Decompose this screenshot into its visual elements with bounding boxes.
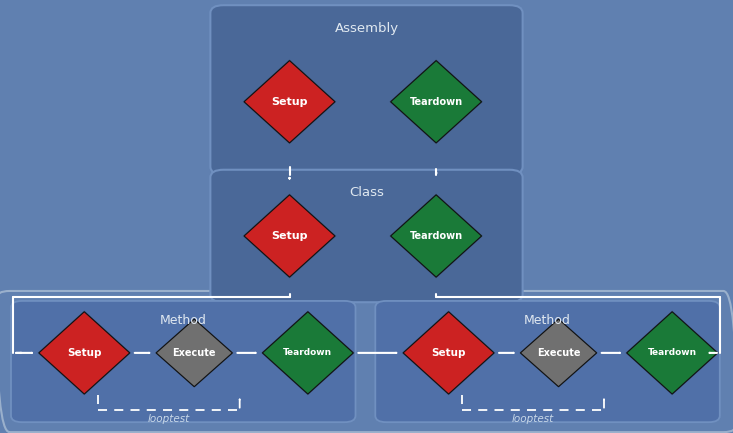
Text: Assembly: Assembly [334,22,399,35]
Text: looptest: looptest [512,414,554,424]
Polygon shape [261,310,355,395]
Text: Execute: Execute [172,348,216,358]
Polygon shape [402,310,496,395]
Polygon shape [520,319,597,387]
Polygon shape [625,310,719,395]
Text: Teardown: Teardown [283,349,333,357]
Polygon shape [627,312,718,394]
Polygon shape [262,312,353,394]
FancyBboxPatch shape [11,301,356,422]
Text: Class: Class [349,186,384,199]
Polygon shape [389,59,483,144]
FancyBboxPatch shape [210,5,523,174]
Polygon shape [403,312,494,394]
Text: looptest: looptest [147,414,190,424]
Polygon shape [155,318,234,388]
Text: Method: Method [524,314,571,327]
Polygon shape [519,318,598,388]
Text: Setup: Setup [271,231,308,241]
Polygon shape [391,61,482,143]
Polygon shape [244,61,335,143]
Polygon shape [389,194,483,278]
Polygon shape [156,319,232,387]
Text: Setup: Setup [67,348,102,358]
FancyBboxPatch shape [210,170,523,302]
Polygon shape [243,194,336,278]
Text: Teardown: Teardown [410,231,463,241]
Polygon shape [391,195,482,277]
Polygon shape [244,195,335,277]
Text: Teardown: Teardown [410,97,463,107]
FancyBboxPatch shape [375,301,720,422]
Text: Method: Method [160,314,207,327]
Text: Setup: Setup [271,97,308,107]
Text: Teardown: Teardown [647,349,697,357]
Polygon shape [243,59,336,144]
Polygon shape [39,312,130,394]
Polygon shape [37,310,131,395]
Text: Setup: Setup [431,348,466,358]
Text: Execute: Execute [537,348,581,358]
